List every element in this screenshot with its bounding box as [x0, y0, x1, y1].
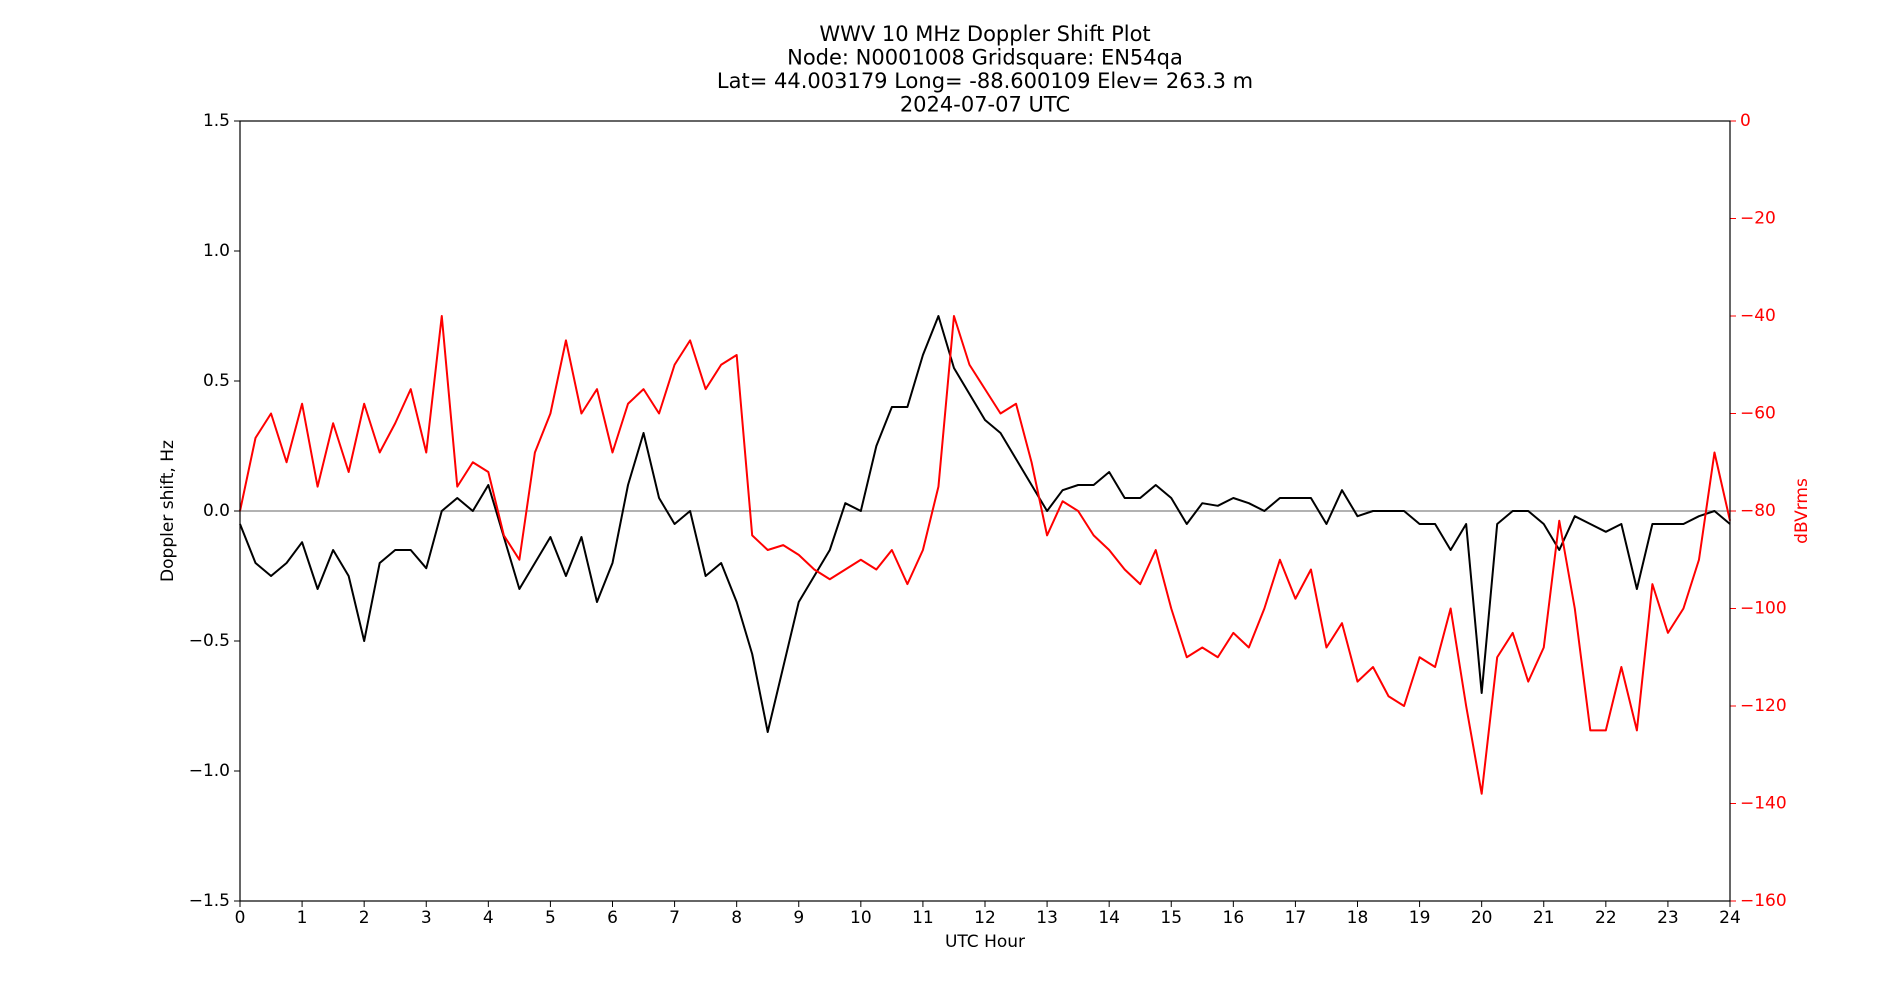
x-tick-label: 17 [1285, 908, 1307, 928]
y2-tick-label: −100 [1740, 599, 1787, 619]
y2-tick-label: 0 [1740, 111, 1751, 131]
y2-tick-label: −20 [1740, 209, 1776, 229]
x-tick-label: 13 [1036, 908, 1058, 928]
x-tick-label: 21 [1533, 908, 1555, 928]
chart-title: Lat= 44.003179 Long= -88.600109 Elev= 26… [717, 69, 1253, 93]
y2-tick-label: −120 [1740, 696, 1787, 716]
x-tick-label: 4 [483, 908, 494, 928]
plot-frame [239, 120, 1731, 902]
x-tick-label: 16 [1223, 908, 1245, 928]
x-tick-label: 2 [359, 908, 370, 928]
y-tick-label: 1.5 [203, 111, 230, 131]
y2-tick-label: −140 [1740, 794, 1787, 814]
x-tick-label: 14 [1098, 908, 1120, 928]
x-tick-label: 6 [607, 908, 618, 928]
x-tick-label: 10 [850, 908, 872, 928]
y-axis-label: Doppler shift, Hz [158, 440, 178, 582]
y-tick-label: 0.0 [203, 501, 230, 521]
x-tick-label: 22 [1595, 908, 1617, 928]
series-line [239, 315, 1731, 795]
y-tick-label: −1.5 [189, 891, 230, 911]
x-tick-label: 23 [1657, 908, 1679, 928]
y2-tick-label: −40 [1740, 306, 1776, 326]
y-tick-label: 1.0 [203, 241, 230, 261]
y2-tick-label: −60 [1740, 404, 1776, 424]
y-tick-label: −0.5 [189, 631, 230, 651]
x-tick-label: 9 [793, 908, 804, 928]
x-axis-label: UTC Hour [945, 932, 1025, 952]
y-tick-label: 0.5 [203, 371, 230, 391]
x-tick-label: 8 [731, 908, 742, 928]
x-tick-label: 18 [1347, 908, 1369, 928]
chart-title: 2024-07-07 UTC [900, 93, 1070, 117]
x-tick-label: 20 [1471, 908, 1493, 928]
x-tick-label: 12 [974, 908, 996, 928]
x-tick-label: 7 [669, 908, 680, 928]
x-tick-label: 0 [235, 908, 246, 928]
y2-tick-label: −160 [1740, 891, 1787, 911]
y2-tick-label: −80 [1740, 501, 1776, 521]
x-tick-label: 3 [421, 908, 432, 928]
x-tick-label: 11 [912, 908, 934, 928]
y2-axis-label: dBVrms [1792, 478, 1812, 544]
chart-title: WWV 10 MHz Doppler Shift Plot [819, 22, 1150, 46]
x-tick-label: 24 [1719, 908, 1741, 928]
x-tick-label: 1 [297, 908, 308, 928]
x-tick-label: 15 [1160, 908, 1182, 928]
y-tick-label: −1.0 [189, 761, 230, 781]
chart-title: Node: N0001008 Gridsquare: EN54qa [787, 46, 1183, 70]
series-line [239, 315, 1731, 733]
x-tick-label: 19 [1409, 908, 1431, 928]
x-tick-label: 5 [545, 908, 556, 928]
